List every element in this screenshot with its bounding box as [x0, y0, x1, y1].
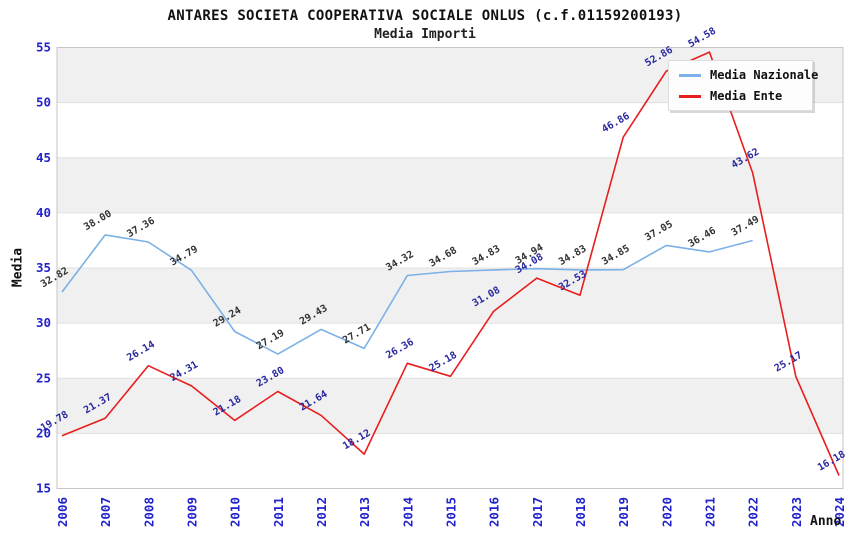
- data-label: 54.58: [686, 26, 718, 51]
- x-axis-title: Anno: [810, 514, 842, 529]
- x-tick-label: 2012: [314, 497, 329, 527]
- x-tick-label: 2024: [832, 497, 847, 527]
- x-tick-label: 2014: [400, 497, 415, 527]
- x-tick-label: 2020: [659, 497, 674, 527]
- grid-band: [57, 268, 843, 324]
- grid-band: [57, 102, 843, 158]
- legend-swatch-media-nazionale: [679, 73, 701, 77]
- x-tick-label: 2013: [357, 497, 372, 527]
- legend-item-media-nazionale: Media Nazionale: [679, 68, 818, 82]
- y-tick-label: 50: [36, 95, 51, 110]
- grid-band: [57, 378, 843, 434]
- chart-subtitle: Media Importi: [374, 27, 476, 42]
- series-line-media-ente: [61, 51, 840, 476]
- x-tick-label: 2019: [616, 497, 631, 527]
- x-tick-label: 2015: [444, 497, 459, 527]
- x-tick-label: 2018: [573, 497, 588, 527]
- y-tick-label: 40: [36, 205, 51, 220]
- series-line-media-nazionale: [61, 234, 753, 355]
- x-tick-label: 2010: [228, 497, 243, 527]
- x-tick-label: 2016: [487, 497, 502, 527]
- legend-label-media-ente: Media Ente: [710, 89, 783, 103]
- legend-swatch-media-ente: [679, 94, 701, 98]
- x-tick-label: 2006: [55, 497, 70, 527]
- plot-border: [56, 47, 844, 489]
- legend: Media Nazionale Media Ente: [668, 60, 818, 111]
- x-tick-label: 2021: [703, 497, 718, 527]
- y-tick-label: 25: [36, 370, 51, 385]
- y-tick-label: 45: [36, 150, 51, 165]
- chart-title: ANTARES SOCIETA COOPERATIVA SOCIALE ONLU…: [167, 8, 683, 24]
- x-tick-label: 2011: [271, 497, 286, 527]
- grid-band: [57, 212, 843, 268]
- legend-item-media-ente: Media Ente: [679, 89, 802, 103]
- y-tick-label: 15: [36, 481, 51, 496]
- grid-band: [57, 157, 843, 213]
- grid-band: [57, 433, 843, 489]
- y-axis-title: Media: [10, 247, 26, 288]
- y-tick-label: 55: [36, 40, 51, 55]
- x-tick-label: 2008: [141, 497, 156, 527]
- x-tick-label: 2009: [185, 497, 200, 527]
- grid-band: [57, 323, 843, 379]
- legend-label-media-nazionale: Media Nazionale: [710, 68, 819, 82]
- y-tick-label: 20: [36, 425, 51, 440]
- x-tick-label: 2007: [98, 497, 113, 527]
- x-tick-label: 2022: [746, 497, 761, 527]
- x-tick-label: 2017: [530, 497, 545, 527]
- x-tick-label: 2023: [789, 497, 804, 527]
- y-tick-label: 35: [36, 260, 51, 275]
- y-tick-label: 30: [36, 315, 51, 330]
